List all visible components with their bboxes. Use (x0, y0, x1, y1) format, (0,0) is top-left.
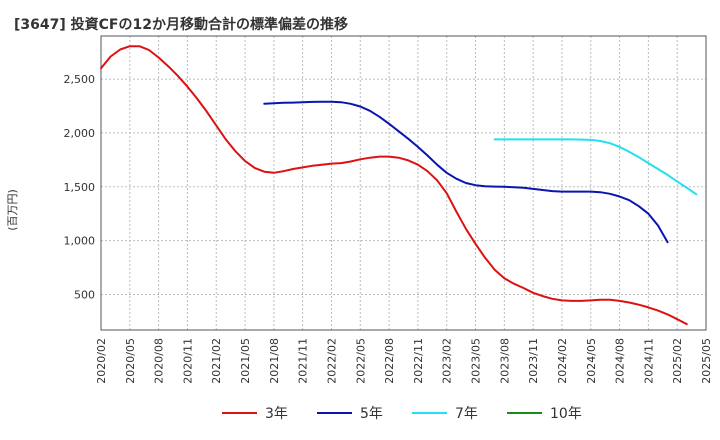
x-tick-label: 2024/02 (556, 338, 569, 384)
x-tick-label: 2021/11 (297, 338, 310, 384)
x-tick-label: 2020/05 (124, 338, 137, 384)
x-tick-label: 2023/05 (470, 338, 483, 384)
x-tick-label: 2024/08 (614, 338, 627, 384)
legend-label: 10年 (550, 406, 582, 422)
chart-title: [3647] 投資CFの12か月移動合計の標準偏差の推移 (14, 17, 348, 33)
legend-label: 7年 (455, 406, 478, 422)
x-tick-label: 2023/02 (441, 338, 454, 384)
legend-label: 5年 (360, 406, 383, 422)
x-tick-label: 2021/02 (210, 338, 223, 384)
x-tick-label: 2025/05 (700, 338, 713, 384)
x-tick-label: 2020/11 (181, 338, 194, 384)
x-tick-label: 2025/02 (671, 338, 684, 384)
y-tick-label: 1,500 (64, 181, 96, 194)
plot-frame (100, 35, 707, 331)
x-tick-label: 2022/05 (354, 338, 367, 384)
x-tick-label: 2022/02 (325, 338, 338, 384)
x-tick-label: 2022/08 (383, 338, 396, 384)
series-line-5年 (263, 100, 669, 244)
y-tick-label: 2,000 (64, 127, 96, 140)
series-line-3年 (100, 45, 688, 326)
x-tick-label: 2021/08 (268, 338, 281, 384)
x-tick-label: 2022/11 (412, 338, 425, 384)
x-tick-label: 2024/11 (642, 338, 655, 384)
legend-label: 3年 (265, 406, 288, 422)
x-tick-label: 2020/08 (153, 338, 166, 384)
series-line-7年 (493, 138, 698, 196)
y-tick-label: 500 (74, 288, 95, 301)
x-tick-label: 2023/08 (498, 338, 511, 384)
x-tick-label: 2023/11 (527, 338, 540, 384)
y-tick-label: 2,500 (64, 73, 96, 86)
x-tick-label: 2024/05 (585, 338, 598, 384)
x-tick-label: 2021/05 (239, 338, 252, 384)
y-tick-label: 1,000 (64, 235, 96, 248)
x-tick-label: 2020/02 (95, 338, 108, 384)
y-axis-label: (百万円) (6, 189, 19, 231)
